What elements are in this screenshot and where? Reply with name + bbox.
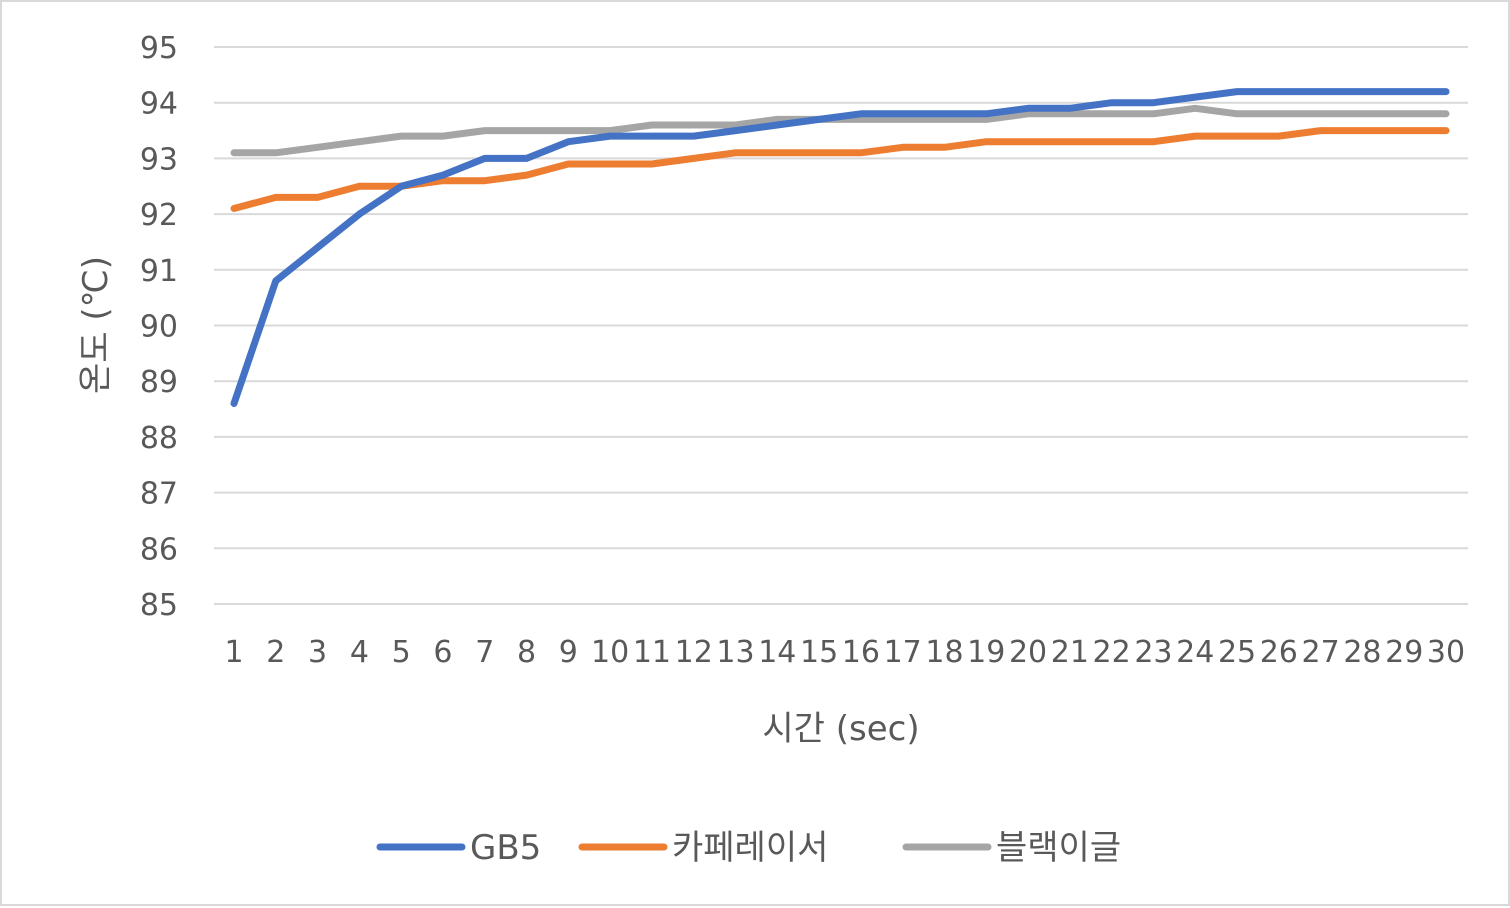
x-tick-label: 7 bbox=[475, 635, 494, 670]
x-tick-label: 11 bbox=[633, 635, 671, 670]
x-tick-label: 16 bbox=[842, 635, 880, 670]
x-tick-label: 25 bbox=[1218, 635, 1256, 670]
x-tick-label: 29 bbox=[1385, 635, 1423, 670]
y-tick-label: 88 bbox=[140, 421, 178, 456]
legend-label-2: 카페레이서 bbox=[672, 828, 828, 868]
x-tick-label: 21 bbox=[1051, 635, 1089, 670]
x-tick-label: 20 bbox=[1009, 635, 1047, 670]
x-tick-label: 30 bbox=[1427, 635, 1465, 670]
x-tick-label: 28 bbox=[1343, 635, 1381, 670]
y-tick-label: 89 bbox=[140, 365, 178, 400]
y-tick-label: 94 bbox=[140, 87, 178, 122]
x-tick-label: 4 bbox=[350, 635, 369, 670]
x-tick-label: 22 bbox=[1093, 635, 1131, 670]
x-tick-label: 2 bbox=[266, 635, 285, 670]
x-tick-label: 12 bbox=[675, 635, 713, 670]
x-tick-label: 23 bbox=[1134, 635, 1172, 670]
x-axis-title: 시간 (sec) bbox=[762, 709, 919, 749]
x-tick-label: 5 bbox=[392, 635, 411, 670]
x-tick-label: 1 bbox=[224, 635, 243, 670]
x-tick-label: 6 bbox=[433, 635, 452, 670]
series-line-2 bbox=[230, 127, 1450, 212]
y-axis-title: 온도 (℃) bbox=[76, 256, 116, 394]
y-tick-label: 90 bbox=[140, 310, 178, 345]
x-tick-label: 26 bbox=[1260, 635, 1298, 670]
x-tick-label: 8 bbox=[517, 635, 536, 670]
x-tick-label: 10 bbox=[591, 635, 629, 670]
x-tick-label: 13 bbox=[716, 635, 754, 670]
x-tick-label: 15 bbox=[800, 635, 838, 670]
legend-label-1: GB5 bbox=[470, 828, 541, 868]
y-tick-label: 91 bbox=[140, 254, 178, 289]
x-tick-label: 18 bbox=[925, 635, 963, 670]
legend-label-3: 블랙이글 bbox=[996, 828, 1121, 868]
y-tick-label: 85 bbox=[140, 588, 178, 623]
x-tick-label: 19 bbox=[967, 635, 1005, 670]
x-tick-label: 14 bbox=[758, 635, 796, 670]
x-tick-label: 9 bbox=[559, 635, 578, 670]
y-tick-label: 93 bbox=[140, 142, 178, 177]
x-tick-label: 27 bbox=[1302, 635, 1340, 670]
x-tick-label: 24 bbox=[1176, 635, 1214, 670]
y-tick-label: 86 bbox=[140, 532, 178, 567]
series-line-1 bbox=[230, 88, 1450, 407]
y-tick-label: 95 bbox=[140, 31, 178, 66]
x-tick-label: 3 bbox=[308, 635, 327, 670]
y-tick-label: 92 bbox=[140, 198, 178, 233]
x-tick-label: 17 bbox=[884, 635, 922, 670]
y-tick-label: 87 bbox=[140, 477, 178, 512]
